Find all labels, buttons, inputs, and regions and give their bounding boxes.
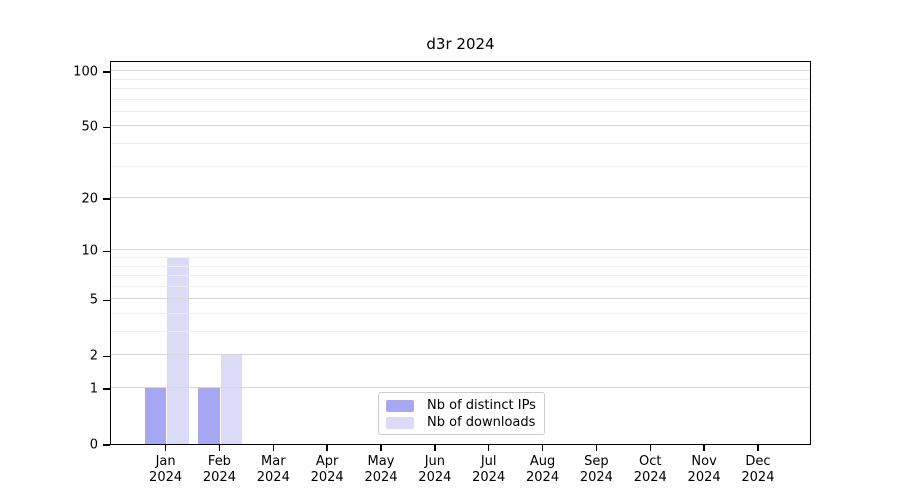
gridline-minor (111, 331, 810, 333)
y-tick-label: 2 (89, 348, 98, 364)
x-tick-label: Oct 2024 (633, 454, 667, 485)
x-tick-mark (164, 445, 167, 451)
x-tick-label: Aug 2024 (526, 454, 560, 485)
x-tick-mark (488, 445, 490, 451)
gridline-major (111, 125, 810, 127)
x-tick-mark (757, 445, 759, 451)
gridline-minor (111, 265, 810, 267)
y-tick-mark (103, 444, 110, 446)
legend: Nb of distinct IPs Nb of downloads (378, 392, 545, 435)
x-tick-mark (326, 445, 328, 451)
x-tick-label: Jun 2024 (418, 454, 452, 485)
gridline-minor (111, 313, 810, 314)
y-tick-mark (103, 250, 110, 252)
gridline-major (111, 298, 810, 300)
legend-entry-distinct-ips: Nb of distinct IPs (386, 398, 536, 414)
y-tick-label: 100 (73, 64, 98, 80)
gridline-major (111, 197, 810, 199)
plot-area (110, 61, 811, 445)
y-tick-mark (103, 299, 110, 301)
y-tick-mark (103, 388, 110, 390)
y-tick-label: 5 (89, 292, 98, 308)
gridline-major (111, 387, 810, 389)
bar-downloads-feb (220, 355, 243, 444)
y-tick-mark (103, 355, 110, 357)
bar-distinct-ips-feb (198, 388, 221, 444)
x-tick-label: Nov 2024 (687, 454, 721, 485)
gridline-minor (111, 110, 810, 112)
chart-title: d3r 2024 (426, 35, 495, 53)
x-tick-label: Sep 2024 (579, 454, 613, 485)
x-tick-mark (434, 445, 436, 451)
bar-downloads-jan (167, 258, 189, 444)
y-tick-mark (103, 71, 110, 73)
bar-distinct-ips-jan (144, 388, 167, 444)
legend-swatch-distinct-ips (386, 400, 414, 412)
gridline-major (111, 70, 810, 72)
x-tick-label: May 2024 (364, 454, 398, 485)
gridline-minor (111, 98, 810, 100)
x-tick-label: Feb 2024 (202, 454, 236, 485)
x-tick-mark (649, 445, 651, 451)
x-tick-mark (703, 445, 705, 451)
x-tick-mark (380, 445, 382, 451)
gridline-minor (111, 88, 810, 90)
gridline-minor (111, 143, 810, 145)
x-tick-label: Dec 2024 (741, 454, 775, 485)
gridline-minor (111, 78, 810, 80)
y-tick-mark (103, 198, 110, 200)
y-tick-label: 0 (89, 437, 98, 453)
legend-entry-downloads: Nb of downloads (386, 415, 536, 431)
x-tick-label: Apr 2024 (310, 454, 344, 485)
legend-label-distinct-ips: Nb of distinct IPs (427, 398, 536, 413)
x-tick-label: Jul 2024 (472, 454, 506, 485)
y-tick-mark (103, 126, 110, 129)
x-tick-label: Mar 2024 (256, 454, 290, 485)
gridline-minor (111, 285, 810, 287)
x-tick-mark (218, 445, 221, 451)
gridline-minor (111, 275, 810, 277)
y-tick-label: 10 (81, 243, 98, 259)
y-tick-label: 50 (81, 119, 98, 135)
x-tick-mark (595, 445, 598, 451)
y-tick-label: 1 (89, 381, 98, 397)
gridline-major (111, 354, 810, 356)
x-tick-label: Jan 2024 (149, 454, 183, 485)
gridline-major (111, 249, 810, 251)
legend-swatch-downloads (386, 417, 414, 429)
gridline-minor (111, 257, 810, 258)
gridline-minor (111, 165, 810, 167)
x-tick-mark (272, 445, 274, 451)
legend-label-downloads: Nb of downloads (427, 415, 536, 430)
x-tick-mark (541, 445, 544, 451)
y-tick-label: 20 (81, 191, 98, 207)
